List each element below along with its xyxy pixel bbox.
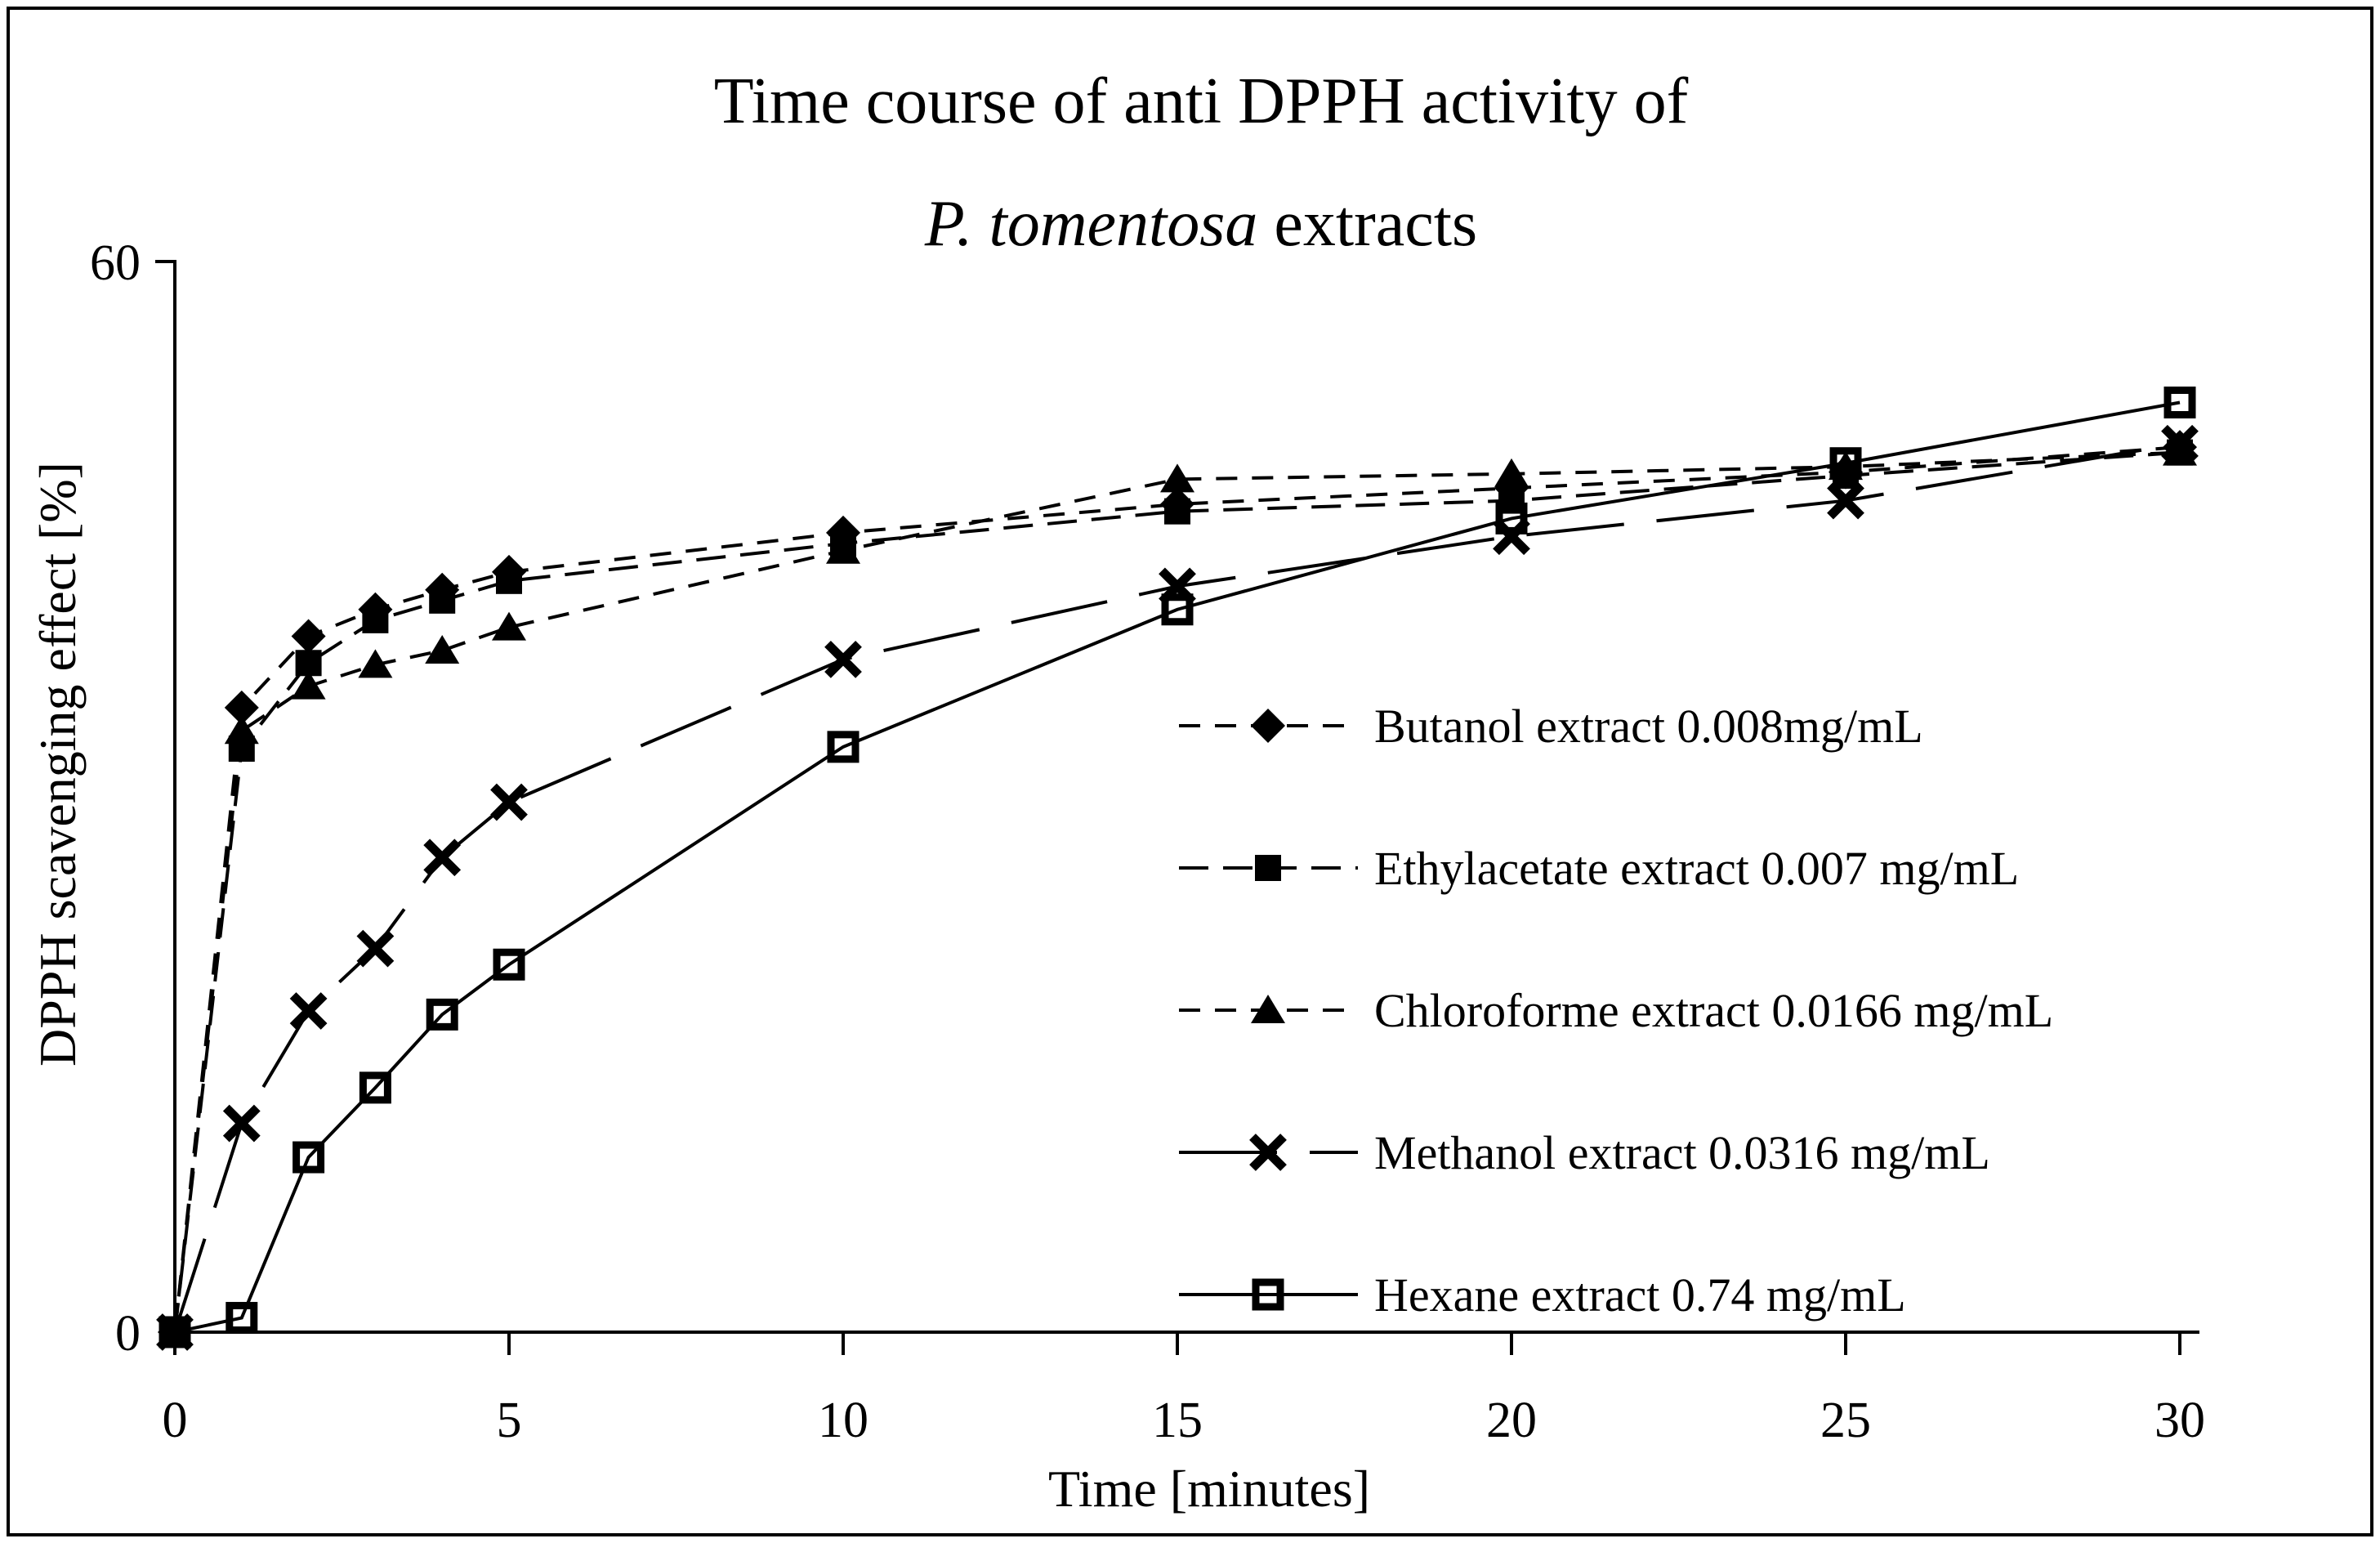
open-square-marker-hexane-t2 xyxy=(292,1141,325,1174)
open-square-marker-legend-hexane xyxy=(1252,1278,1284,1311)
filled-triangle-marker-chloroforme-t10 xyxy=(826,534,860,564)
x-marker-methanol-t2 xyxy=(289,992,328,1030)
open-square-marker-hexane-t0 xyxy=(159,1316,191,1348)
data-series-group xyxy=(156,386,2199,1351)
filled-triangle-marker-chloroforme-t5 xyxy=(492,611,526,641)
filled-square-marker-ethylacetate-t15 xyxy=(1164,498,1190,525)
legend-label-butanol: Butanol extract 0.008mg/mL xyxy=(1374,700,1923,753)
open-square-marker-hexane-t3 xyxy=(359,1071,391,1104)
open-square-marker-hexane-t5 xyxy=(493,948,525,981)
legend-label-ethylacetate: Ethylacetate extract 0.007 mg/mL xyxy=(1374,842,2019,895)
filled-triangle-marker-chloroforme-t20 xyxy=(1494,458,1529,487)
open-square-marker-hexane-t10 xyxy=(827,731,860,763)
chart-title-species-name: P. tomentosa xyxy=(924,188,1257,260)
open-square-marker-hexane-t20 xyxy=(1495,502,1528,534)
filled-square-marker-ethylacetate-t4 xyxy=(429,587,456,614)
x-tick-label-30: 30 xyxy=(2155,1393,2205,1448)
y-tick-label-60: 60 xyxy=(90,235,141,291)
x-marker-methanol-t10 xyxy=(824,640,862,678)
legend-item-hexane: Hexane extract 0.74 mg/mL xyxy=(1179,1268,1906,1322)
x-axis-title: Time [minutes] xyxy=(1048,1460,1370,1518)
diamond-marker-legend-butanol xyxy=(1251,709,1285,743)
series-line-methanol xyxy=(173,441,2181,1333)
filled-triangle-marker-chloroforme-t15 xyxy=(1160,463,1194,493)
x-marker-methanol-t30 xyxy=(2161,424,2199,463)
x-tick-label-15: 15 xyxy=(1152,1393,1203,1448)
x-marker-methanol-t1 xyxy=(222,1104,261,1143)
x-marker-methanol-t3 xyxy=(356,929,395,968)
legend-label-chloroforme: Chloroforme extract 0.0166 mg/mL xyxy=(1374,984,2053,1037)
x-tick-label-0: 0 xyxy=(163,1393,188,1448)
diamond-marker-butanol-t2 xyxy=(291,619,326,654)
x-tick-label-20: 20 xyxy=(1486,1393,1537,1448)
filled-triangle-marker-chloroforme-t2 xyxy=(291,670,326,700)
series-line-ethylacetate xyxy=(173,450,2181,1333)
legend-label-hexane: Hexane extract 0.74 mg/mL xyxy=(1374,1268,1906,1322)
diamond-marker-butanol-t1 xyxy=(224,690,259,725)
x-marker-methanol-t25 xyxy=(1827,481,1864,520)
chart-title-line1-text: Time course of anti DPPH activity of xyxy=(714,65,1689,137)
x-tick-label-5: 5 xyxy=(497,1393,522,1448)
series-line-hexane xyxy=(174,400,2181,1334)
filled-square-marker-ethylacetate-t5 xyxy=(496,567,522,594)
chart-legend: Butanol extract 0.008mg/mL Ethylacetate e… xyxy=(1179,700,2053,1322)
legend-item-methanol: Methanol extract 0.0316 mg/mL xyxy=(1179,1126,1990,1179)
filled-square-marker-legend-ethylacetate xyxy=(1255,855,1281,881)
y-tick-label-0: 0 xyxy=(115,1306,141,1362)
open-square-marker-hexane-t15 xyxy=(1161,593,1194,626)
open-square-marker-hexane-t1 xyxy=(225,1302,258,1335)
filled-square-marker-ethylacetate-t3 xyxy=(362,606,389,633)
legend-item-butanol: Butanol extract 0.008mg/mL xyxy=(1179,700,1923,753)
figure-border xyxy=(7,7,2373,1536)
filled-triangle-marker-legend-chloroforme xyxy=(1251,995,1285,1023)
x-tick-label-25: 25 xyxy=(1820,1393,1871,1448)
filled-triangle-marker-chloroforme-t4 xyxy=(425,634,460,664)
x-marker-methanol-t4 xyxy=(423,839,462,877)
x-axis-ticks: 0 5 10 15 20 25 30 xyxy=(163,1332,2205,1448)
x-marker-legend-methanol xyxy=(1249,1134,1287,1171)
open-square-marker-hexane-t30 xyxy=(2163,386,2196,418)
filled-triangle-marker-chloroforme-t1 xyxy=(224,715,259,745)
open-square-marker-hexane-t25 xyxy=(1829,447,1862,480)
legend-item-ethylacetate: Ethylacetate extract 0.007 mg/mL xyxy=(1179,842,2019,895)
chart-title-line1: Time course of anti DPPH activity of xyxy=(714,65,1689,137)
x-marker-methanol-t5 xyxy=(490,783,528,821)
chart-title-line2-rest: extracts xyxy=(1274,188,1477,260)
filled-triangle-marker-chloroforme-t3 xyxy=(358,649,393,678)
y-axis-title: DPPH scavenging effect [%] xyxy=(29,462,87,1067)
series-line-chloroforme xyxy=(173,450,2181,1333)
x-tick-label-10: 10 xyxy=(818,1393,868,1448)
open-square-marker-hexane-t4 xyxy=(426,998,458,1031)
legend-label-methanol: Methanol extract 0.0316 mg/mL xyxy=(1374,1126,1990,1179)
legend-item-chloroforme: Chloroforme extract 0.0166 mg/mL xyxy=(1179,984,2053,1037)
chart-title-line2: P. tomentosa extracts xyxy=(924,188,1477,260)
